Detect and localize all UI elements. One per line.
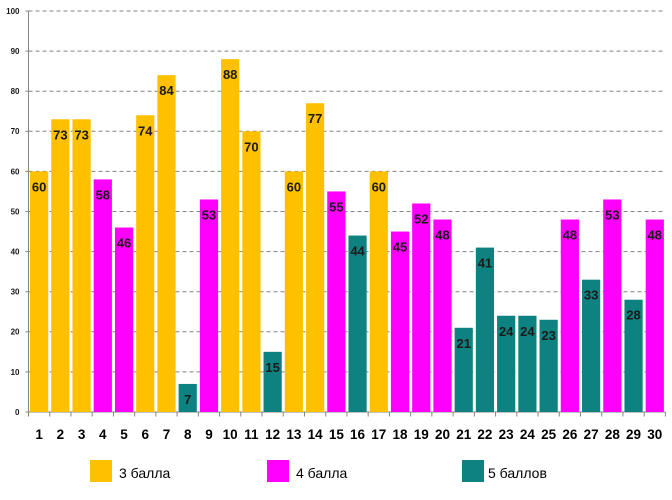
svg-text:7: 7 [184,392,191,407]
svg-text:15: 15 [329,427,345,442]
svg-text:45: 45 [393,240,407,255]
svg-text:24: 24 [520,427,536,442]
svg-text:26: 26 [562,427,578,442]
svg-text:48: 48 [435,228,449,243]
svg-text:53: 53 [605,207,619,222]
svg-text:10: 10 [11,368,20,377]
svg-text:70: 70 [244,139,258,154]
svg-text:40: 40 [11,248,20,257]
svg-text:33: 33 [584,288,598,303]
svg-text:77: 77 [308,111,322,126]
svg-text:6: 6 [142,427,150,442]
svg-text:73: 73 [74,127,88,142]
svg-text:4 балла: 4 балла [296,465,347,481]
svg-text:20: 20 [435,427,450,442]
svg-text:14: 14 [308,427,324,442]
svg-text:90: 90 [11,47,20,56]
svg-text:5 баллов: 5 баллов [488,465,547,481]
svg-text:19: 19 [414,427,429,442]
svg-text:5: 5 [120,427,128,442]
svg-text:24: 24 [520,324,535,339]
svg-text:24: 24 [499,324,514,339]
svg-text:30: 30 [11,288,20,297]
svg-text:4: 4 [99,427,107,442]
svg-text:9: 9 [205,427,213,442]
svg-text:58: 58 [96,187,110,202]
svg-text:21: 21 [456,336,470,351]
svg-text:3: 3 [78,427,86,442]
svg-text:21: 21 [456,427,472,442]
svg-text:48: 48 [563,228,577,243]
svg-text:50: 50 [11,207,20,216]
svg-text:22: 22 [477,427,492,442]
svg-text:16: 16 [350,427,366,442]
svg-text:41: 41 [478,256,492,271]
svg-text:0: 0 [15,408,20,417]
svg-text:8: 8 [184,427,192,442]
svg-text:55: 55 [329,199,343,214]
svg-text:11: 11 [244,427,259,442]
svg-text:60: 60 [372,179,386,194]
svg-text:60: 60 [287,179,301,194]
svg-text:80: 80 [11,87,20,96]
svg-text:1: 1 [35,427,43,442]
svg-text:7: 7 [163,427,171,442]
svg-text:27: 27 [584,427,599,442]
svg-text:88: 88 [223,67,237,82]
svg-text:3 балла: 3 балла [119,465,170,481]
svg-text:53: 53 [202,207,216,222]
svg-text:44: 44 [350,244,365,259]
svg-text:18: 18 [393,427,409,442]
svg-text:25: 25 [541,427,557,442]
svg-text:70: 70 [11,127,20,136]
svg-text:30: 30 [647,427,662,442]
svg-text:13: 13 [286,427,302,442]
svg-text:60: 60 [11,167,20,176]
svg-text:73: 73 [53,127,67,142]
svg-text:29: 29 [626,427,641,442]
svg-text:20: 20 [11,328,20,337]
svg-text:10: 10 [223,427,238,442]
svg-text:23: 23 [499,427,515,442]
svg-text:28: 28 [605,427,621,442]
svg-text:84: 84 [159,83,174,98]
svg-text:48: 48 [648,228,662,243]
svg-text:52: 52 [414,211,428,226]
svg-text:2: 2 [57,427,65,442]
svg-text:12: 12 [265,427,280,442]
svg-text:60: 60 [32,179,46,194]
svg-text:17: 17 [371,427,386,442]
svg-text:100: 100 [6,7,20,16]
svg-text:23: 23 [541,328,555,343]
svg-text:28: 28 [626,308,640,323]
svg-text:74: 74 [138,123,153,138]
svg-text:15: 15 [265,360,279,375]
svg-text:46: 46 [117,236,131,251]
